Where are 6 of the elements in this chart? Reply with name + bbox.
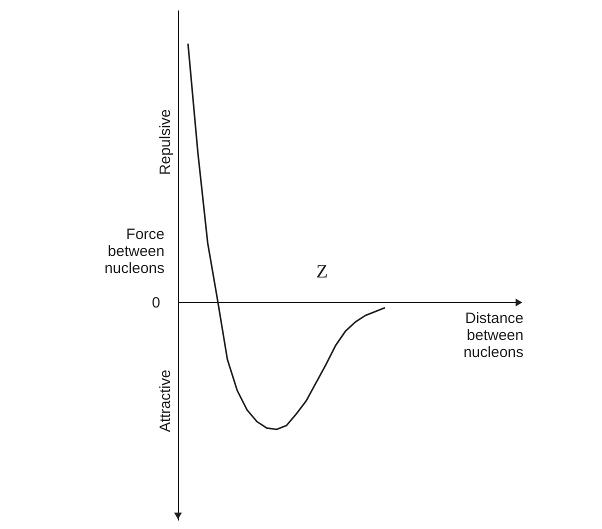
y-axis-title: Force between nucleons	[104, 226, 164, 278]
x-axis-title: Distance between nucleons	[463, 310, 524, 362]
text: 0	[152, 294, 160, 312]
text: Attractive	[157, 370, 174, 432]
annotation: Z	[316, 261, 328, 282]
text: Repulsive	[157, 109, 174, 175]
